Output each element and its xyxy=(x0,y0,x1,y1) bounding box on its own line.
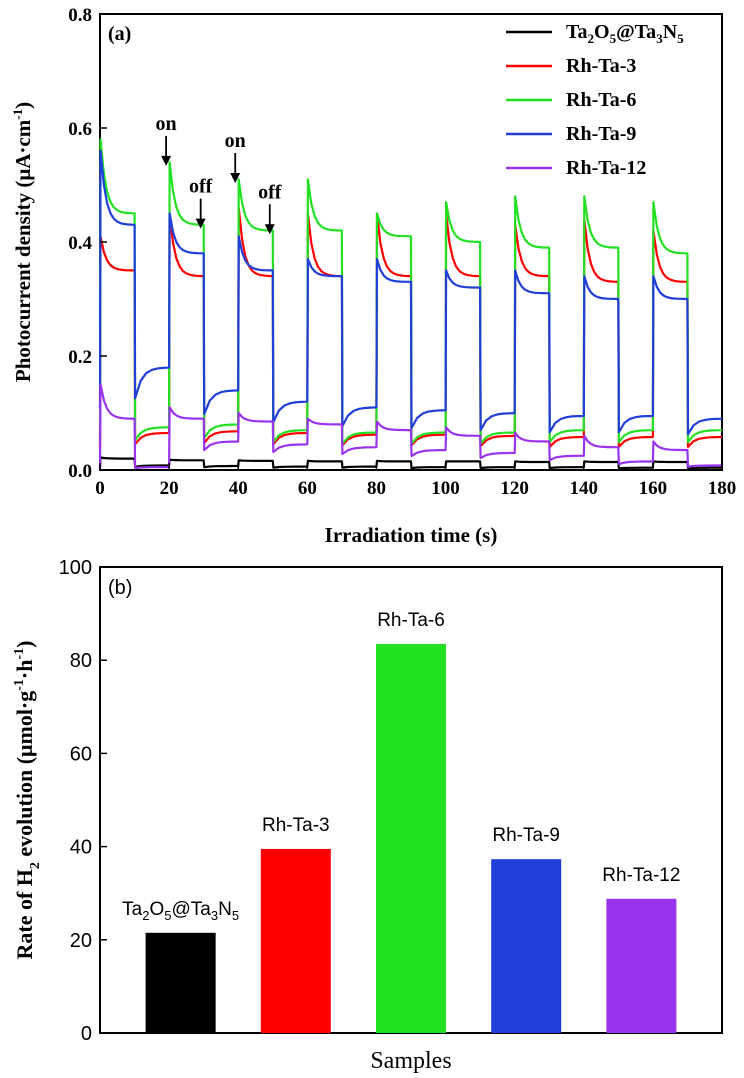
panel-a-y-tick-label: 0.0 xyxy=(68,461,92,482)
panel-a-x-tick-label: 120 xyxy=(500,478,529,499)
panel-b-bar-label: Ta2O5@Ta3N5 xyxy=(122,899,239,923)
panel-a-series-line-ta2o5-ta3n5 xyxy=(98,456,723,470)
panel-a-legend-label: Rh-Ta-12 xyxy=(566,157,646,179)
panel-a-legend-label-part: O xyxy=(594,21,610,43)
panel-b-y-label-exp-1: -1 xyxy=(12,679,27,691)
panel-b-bar-label: Rh-Ta-6 xyxy=(377,610,445,631)
panel-a-annotation-arrow-head xyxy=(195,218,206,229)
panel-a-y-ticks: 0.0 0.2 0.4 0.6 0.8 xyxy=(68,5,107,482)
panel-a-legend-label-part: 5 xyxy=(610,31,617,46)
panel-a-y-axis-label: Photocurrent density (μA·cm-1) xyxy=(10,102,35,382)
panel-a-y-tick-label: 0.2 xyxy=(68,347,92,368)
panel-a-y-tick-label: 0.6 xyxy=(68,119,92,140)
panel-a-series-group xyxy=(98,138,723,470)
panel-a-series-line-rh-ta-9 xyxy=(98,149,723,436)
panel-a-legend-label: Ta2O5@Ta3N5 xyxy=(566,21,684,46)
panel-a-x-ticks: 0 20 40 60 80 100 120 140 160 180 xyxy=(95,463,736,499)
panel-b-bar-rh-ta-6 xyxy=(376,643,446,1033)
panel-a-annotation-arrow-head xyxy=(264,224,275,235)
panel-a-x-tick-label: 0 xyxy=(95,478,105,499)
panel-a-x-tick-label: 100 xyxy=(431,478,460,499)
panel-a-legend-label-part: Rh-Ta-12 xyxy=(566,157,646,179)
panel-b-bar-label-part: N xyxy=(218,899,232,920)
panel-a-legend-label-part: N xyxy=(663,21,678,43)
panel-a-legend-label-part: 3 xyxy=(656,31,663,46)
panel-b-y-label-exp-2: -1 xyxy=(12,648,27,660)
panel-a-legend-label-part: Rh-Ta-3 xyxy=(566,55,636,77)
panel-a-y-label-close: ) xyxy=(11,102,35,109)
panel-a-legend-label: Rh-Ta-9 xyxy=(566,123,636,145)
panel-b-bar-label-part: Ta xyxy=(122,899,143,920)
panel-b-bar-label-part: Rh-Ta-6 xyxy=(377,610,445,631)
panel-b-label: (b) xyxy=(108,577,132,599)
panel-b-bar-label-part: Rh-Ta-3 xyxy=(262,815,330,836)
panel-b-y-tick-label: 60 xyxy=(70,743,92,765)
panel-b-bar-ta2o5-ta3n5 xyxy=(145,932,216,1033)
panel-a-x-tick-label: 180 xyxy=(708,478,737,499)
panel-a-label: (a) xyxy=(108,23,131,45)
panel-b-bar-rh-ta-12 xyxy=(606,898,677,1033)
panel-a-series-line-rh-ta-12 xyxy=(98,383,723,470)
panel-a-y-tick-label: 0.4 xyxy=(68,233,92,254)
panel-b-y-ticks: 0 20 40 60 80 100 xyxy=(59,557,107,1045)
panel-b-y-tick-label: 20 xyxy=(70,930,92,952)
panel-b-y-label-part-3: ·h xyxy=(12,659,37,679)
panel-b-bar-label-part: Rh-Ta-9 xyxy=(492,825,560,846)
panel-b-bar-label-part: O xyxy=(149,899,164,920)
panel-b-bar-rh-ta-3 xyxy=(260,848,331,1033)
panel-b-y-tick-label: 80 xyxy=(70,650,92,672)
panel-b-bar-label-part: Rh-Ta-12 xyxy=(602,865,680,886)
panel-b-y-tick-label: 100 xyxy=(59,557,92,579)
panel-a-series-line-rh-ta-3 xyxy=(98,206,723,448)
panel-a-annotations: on off on off xyxy=(156,113,282,235)
panel-a-legend-label: Rh-Ta-6 xyxy=(566,89,636,111)
panel-a-annotation-on: on xyxy=(225,130,246,152)
panel-a-legend-label-part: 5 xyxy=(677,31,684,46)
panel-b-bar-label-part: 5 xyxy=(164,908,171,923)
panel-a-annotation-arrow-head xyxy=(161,155,172,166)
panel-a-x-tick-label: 60 xyxy=(298,478,317,499)
panel-b-bar-label-part: 2 xyxy=(142,908,149,923)
panel-b-y-label-close: ) xyxy=(12,640,37,647)
panel-b-bar-label-part: @Ta xyxy=(172,899,212,920)
panel-a-legend-label-part: 2 xyxy=(588,31,595,46)
panel-a-x-axis-label: Irradiation time (s) xyxy=(325,523,498,547)
panel-a-y-label-exponent: -1 xyxy=(10,109,25,120)
panel-a-legend-label-part: Rh-Ta-6 xyxy=(566,89,636,111)
panel-b-bar-rh-ta-9 xyxy=(491,859,562,1033)
panel-a-x-tick-label: 40 xyxy=(229,478,248,499)
panel-b-bar-label: Rh-Ta-9 xyxy=(492,825,560,846)
panel-a-x-tick-label: 20 xyxy=(160,478,179,499)
panel-b-x-axis-label: Samples xyxy=(370,1048,451,1074)
panel-b-y-tick-label: 0 xyxy=(81,1023,92,1045)
panel-b-bars xyxy=(145,643,677,1033)
panel-a-x-tick-label: 140 xyxy=(570,478,599,499)
panel-b-y-label-part-2: evolution (μmol·g xyxy=(12,691,37,862)
panel-a-x-tick-label: 160 xyxy=(639,478,668,499)
panel-a-legend-label: Rh-Ta-3 xyxy=(566,55,636,77)
panel-b-bar-label: Rh-Ta-3 xyxy=(262,815,330,836)
panel-b-bar-label-part: 5 xyxy=(232,908,239,923)
panel-a-annotation-off: off xyxy=(258,181,282,203)
panel-b-y-label-part-1: Rate of H xyxy=(12,869,37,959)
panel-b-y-tick-label: 40 xyxy=(70,837,92,859)
panel-a-legend-label-part: @Ta xyxy=(616,21,656,43)
panel-b-y-label-sub-2: 2 xyxy=(28,862,43,869)
panel-a-photocurrent-chart: 0 20 40 60 80 100 120 140 160 180 0.0 0.2 0.4 0.6 0.8… xyxy=(10,5,736,547)
panel-a-annotation-on: on xyxy=(156,113,177,135)
panel-a-y-tick-label: 0.8 xyxy=(68,5,92,26)
panel-a-y-label-main: Photocurrent density (μA·cm xyxy=(11,119,35,382)
panel-b-bar-label: Rh-Ta-12 xyxy=(602,865,680,886)
panel-a-annotation-off: off xyxy=(189,176,213,198)
panel-a-x-tick-label: 80 xyxy=(367,478,386,499)
panel-a-legend-label-part: Rh-Ta-9 xyxy=(566,123,636,145)
panel-a-legend-label-part: Ta xyxy=(566,21,588,43)
panel-b-bar-label-part: 3 xyxy=(211,908,218,923)
panel-a-annotation-arrow-head xyxy=(230,173,241,183)
panel-b-y-axis-label: Rate of H2 evolution (μmol·g-1·h-1) xyxy=(12,640,43,959)
